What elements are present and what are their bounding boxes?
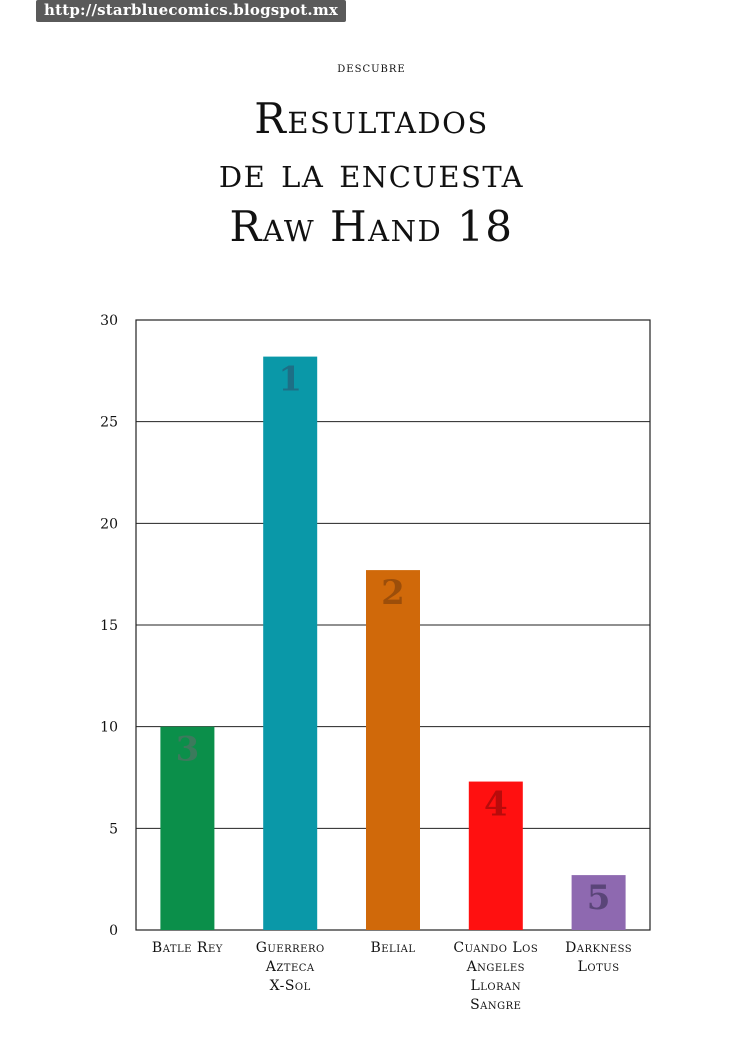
x-tick-label: Darkness [565, 940, 632, 956]
x-tick-label: Guerrero [256, 940, 325, 956]
watermark-url: http://starbluecomics.blogspot.mx [36, 0, 347, 22]
y-tick-label: 25 [100, 415, 118, 431]
bar [468, 781, 523, 930]
bar-rank-label: 5 [587, 878, 611, 918]
bar [366, 570, 420, 930]
x-tick-label: Belial [370, 940, 415, 956]
page-title: Resultados de la encuesta Raw Hand 18 [0, 92, 743, 254]
y-tick-label: 30 [100, 313, 118, 329]
y-tick-label: 15 [100, 618, 118, 634]
y-tick-label: 10 [100, 720, 118, 736]
bar [571, 875, 626, 930]
title-line-2: de la encuesta [218, 148, 525, 197]
title-line-1: Resultados [254, 94, 489, 143]
bar-rank-label: 4 [484, 785, 508, 825]
bar-rank-label: 2 [381, 573, 405, 613]
x-tick-label: Azteca [265, 959, 315, 975]
bar [160, 726, 215, 930]
x-tick-label: Cuando Los [453, 940, 538, 956]
kicker-text: descubre [337, 60, 406, 76]
bar-rank-label: 1 [278, 360, 302, 400]
x-tick-label: Lotus [578, 959, 620, 975]
y-tick-label: 20 [100, 516, 118, 532]
x-tick-label: Angeles [466, 959, 525, 975]
x-tick-label: Batle Rey [152, 940, 223, 956]
x-tick-label: X-Sol [270, 978, 311, 994]
bar-rank-label: 3 [176, 730, 200, 770]
y-tick-label: 5 [109, 821, 118, 837]
x-tick-label: Sangre [470, 997, 521, 1013]
x-tick-label: Lloran [470, 978, 521, 994]
title-line-3: Raw Hand 18 [229, 202, 514, 251]
y-tick-label: 0 [109, 923, 118, 939]
bar [263, 356, 318, 931]
